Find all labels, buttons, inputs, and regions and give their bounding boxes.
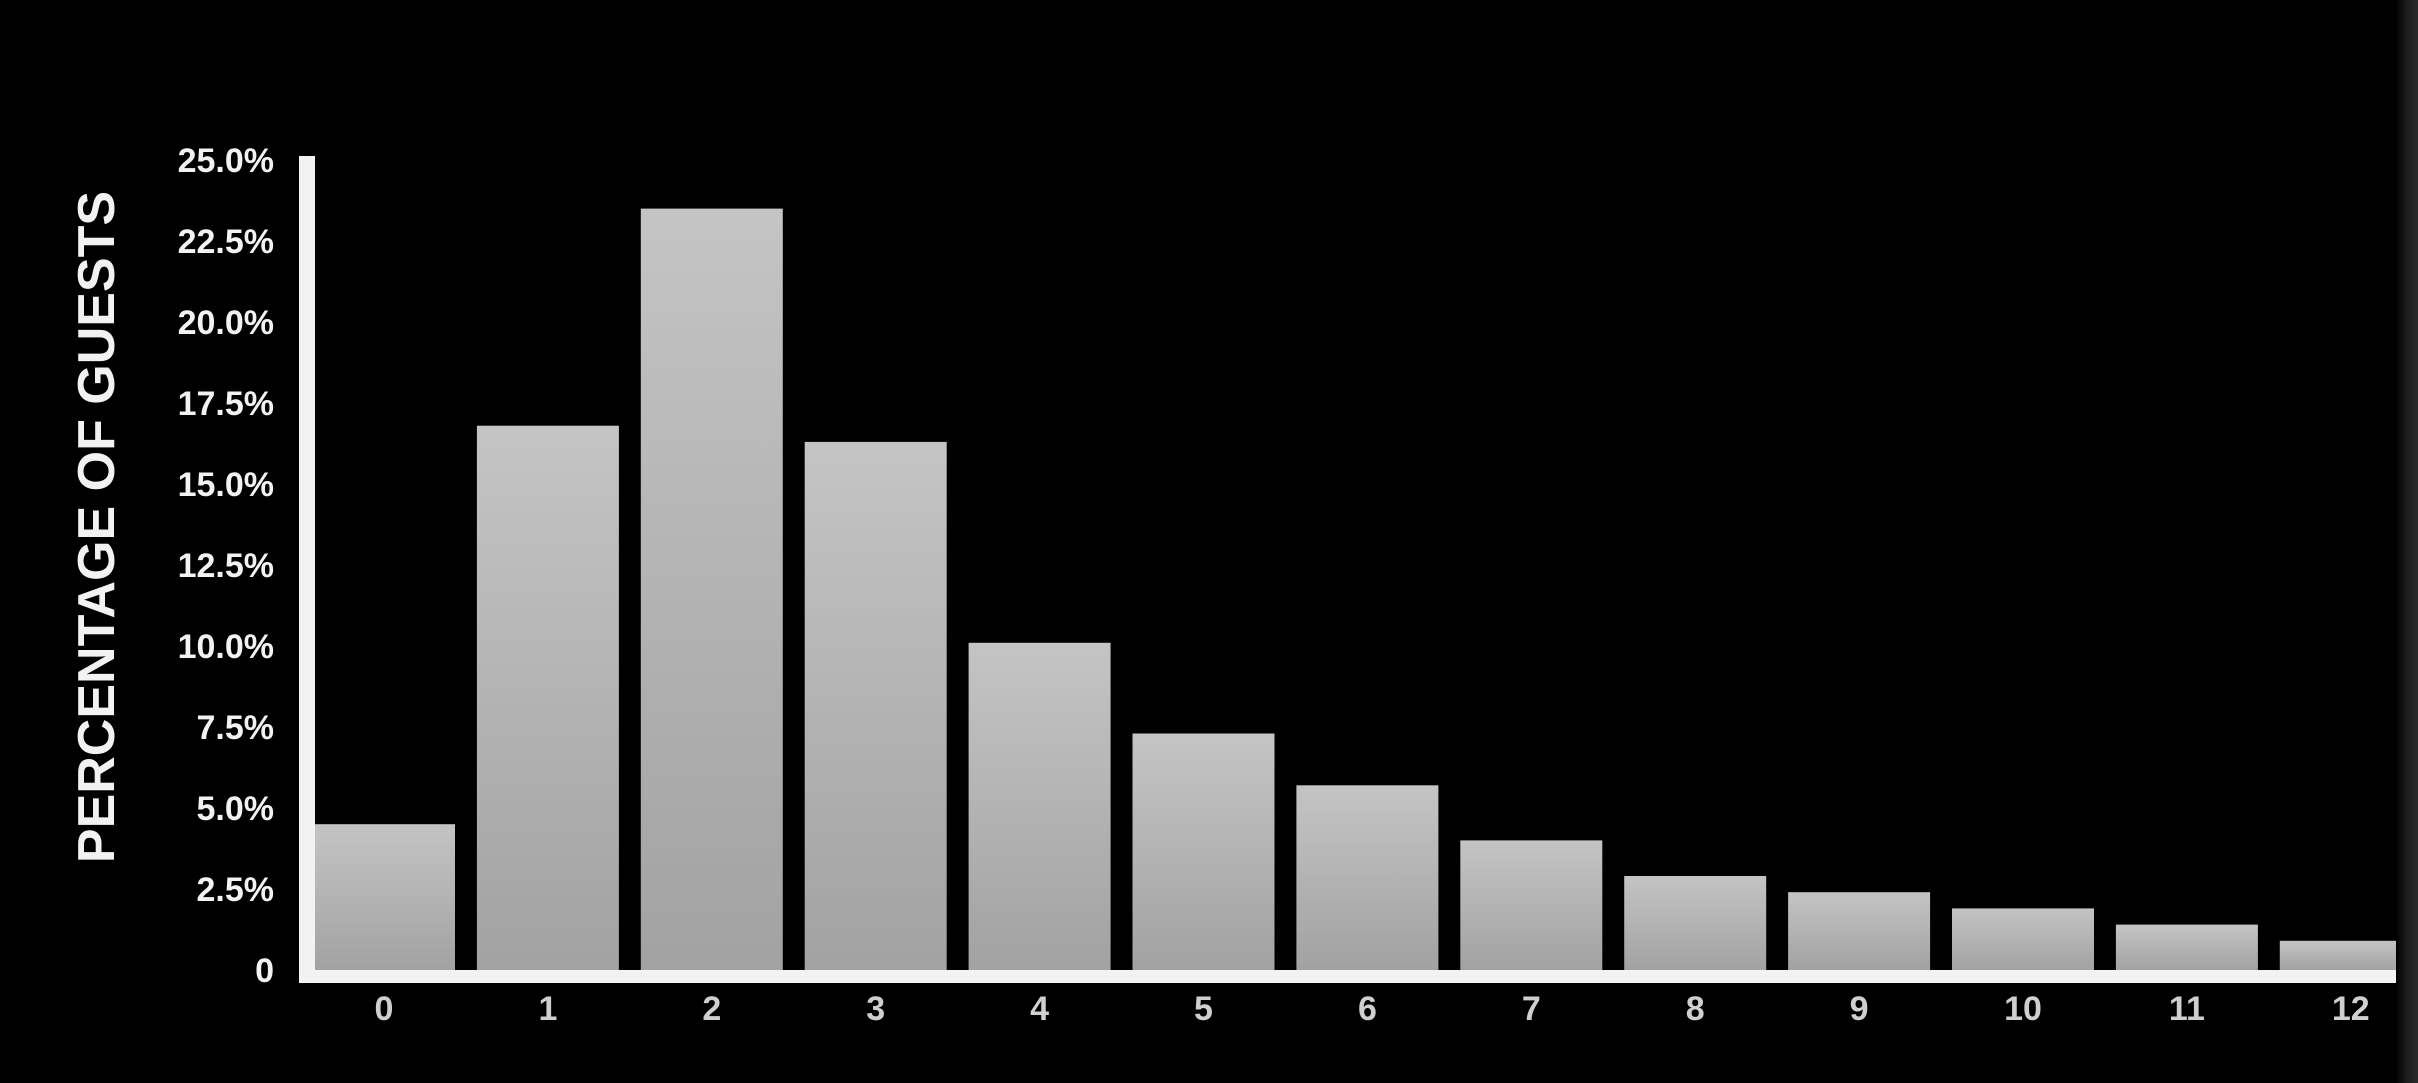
y-axis-line xyxy=(299,156,315,982)
x-tick-label: 3 xyxy=(866,990,885,1028)
bar-10 xyxy=(1952,908,2094,970)
x-axis-line xyxy=(299,970,2396,983)
bar-11 xyxy=(2115,924,2258,970)
bar-8 xyxy=(1624,876,1767,970)
x-tick-label: 1 xyxy=(538,990,557,1028)
x-tick-label: 7 xyxy=(1522,990,1541,1028)
y-tick-label: 0 xyxy=(255,952,274,990)
bar-6 xyxy=(1296,785,1439,970)
y-tick-label: 22.5% xyxy=(178,223,274,261)
bar-12 xyxy=(2279,940,2396,970)
x-tick-label: 0 xyxy=(375,990,394,1028)
x-tick-label: 5 xyxy=(1194,990,1213,1028)
x-tick-labels: 0 1 2 3 4 5 6 7 8 9 10 11 12 xyxy=(375,990,2370,1028)
y-tick-label: 7.5% xyxy=(197,709,275,747)
x-tick-label: 9 xyxy=(1850,990,1869,1028)
y-tick-label: 10.0% xyxy=(178,628,274,666)
y-tick-label: 2.5% xyxy=(197,871,275,909)
x-tick-label: 6 xyxy=(1358,990,1377,1028)
y-tick-label: 25.0% xyxy=(178,142,274,180)
x-tick-label: 4 xyxy=(1030,990,1049,1028)
bar-4 xyxy=(968,642,1111,970)
x-tick-label: 11 xyxy=(2169,990,2205,1028)
x-tick-label: 2 xyxy=(702,990,721,1028)
bar-3 xyxy=(804,441,947,970)
y-tick-label: 17.5% xyxy=(178,385,274,423)
y-tick-label: 20.0% xyxy=(178,304,274,342)
y-axis-label: PERCENTAGE OF GUESTS xyxy=(68,191,126,863)
y-tick-label: 12.5% xyxy=(178,547,274,585)
bar-7 xyxy=(1460,840,1603,970)
bars-layer xyxy=(313,208,2396,971)
bar-9 xyxy=(1788,892,1931,970)
x-tick-label: 10 xyxy=(2004,990,2042,1028)
window-edge xyxy=(2396,0,2418,1083)
bar-0 xyxy=(313,824,455,970)
y-tick-labels: 0 2.5% 5.0% 7.5% 10.0% 12.5% 15.0% 17.5% 20.0% 22… xyxy=(178,142,274,990)
bar-2 xyxy=(640,208,783,971)
y-tick-label: 5.0% xyxy=(197,790,275,828)
x-tick-label: 12 xyxy=(2332,990,2370,1028)
bar-1 xyxy=(476,425,619,970)
bar-5 xyxy=(1132,733,1275,970)
x-tick-label: 8 xyxy=(1686,990,1705,1028)
y-tick-label: 15.0% xyxy=(178,466,274,504)
axis-layer xyxy=(299,156,2396,983)
